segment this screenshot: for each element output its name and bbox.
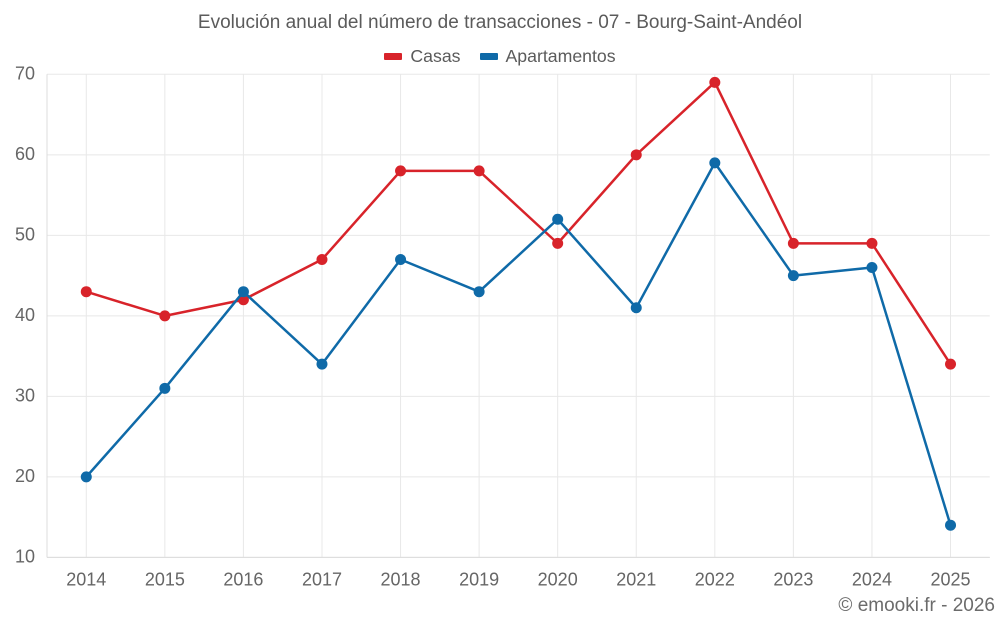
svg-text:2021: 2021 xyxy=(616,569,656,589)
svg-text:30: 30 xyxy=(15,385,35,405)
svg-text:2017: 2017 xyxy=(302,569,342,589)
svg-text:60: 60 xyxy=(15,144,35,164)
svg-text:2019: 2019 xyxy=(459,569,499,589)
svg-text:50: 50 xyxy=(15,224,35,244)
svg-text:2016: 2016 xyxy=(223,569,263,589)
svg-text:2014: 2014 xyxy=(66,569,106,589)
svg-text:10: 10 xyxy=(15,546,35,566)
svg-text:70: 70 xyxy=(15,63,35,83)
svg-text:2020: 2020 xyxy=(538,569,578,589)
svg-text:40: 40 xyxy=(15,305,35,325)
svg-text:2015: 2015 xyxy=(145,569,185,589)
svg-text:2018: 2018 xyxy=(381,569,421,589)
svg-text:2022: 2022 xyxy=(695,569,735,589)
svg-text:2023: 2023 xyxy=(773,569,813,589)
svg-text:2025: 2025 xyxy=(930,569,970,589)
svg-text:20: 20 xyxy=(15,466,35,486)
svg-text:2024: 2024 xyxy=(852,569,892,589)
